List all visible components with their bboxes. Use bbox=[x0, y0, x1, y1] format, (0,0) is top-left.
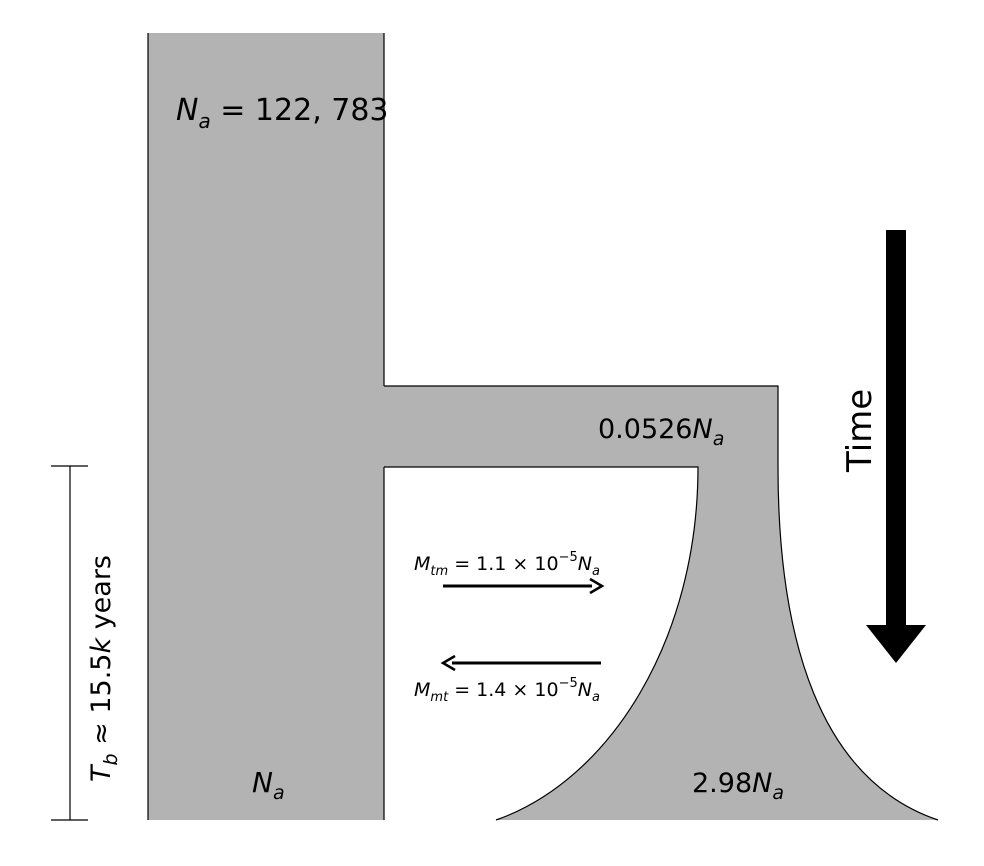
migration-tm-arrow bbox=[443, 577, 605, 595]
migration-tm-label: Mtm = 1.1 × 10−5Na bbox=[414, 550, 600, 579]
ancestral-size-label: Na = 122, 783 bbox=[176, 93, 389, 133]
derived-population-shape bbox=[384, 386, 938, 820]
time-arrow bbox=[866, 230, 926, 663]
left-population-size-label: Na bbox=[252, 766, 285, 804]
bottleneck-size-label: 0.0526Na bbox=[598, 414, 724, 450]
migration-mt-arrow bbox=[440, 654, 601, 672]
bottleneck-bottom-edge bbox=[384, 466, 699, 821]
ancestral-population-column bbox=[148, 33, 384, 820]
duration-label: Tb ≈ 15.5k years bbox=[86, 555, 122, 782]
migration-mt-label: Mmt = 1.4 × 10−5Na bbox=[414, 676, 600, 705]
bottleneck-top-edge bbox=[384, 385, 939, 821]
time-label: Time bbox=[840, 389, 880, 473]
duration-bracket bbox=[51, 465, 88, 821]
right-population-size-label: 2.98Na bbox=[692, 768, 784, 804]
